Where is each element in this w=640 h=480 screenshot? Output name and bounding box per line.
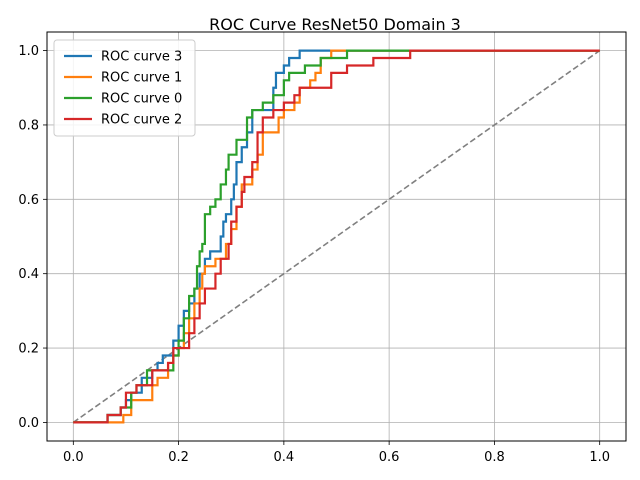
x-tick-label: 0.6 xyxy=(379,450,400,465)
legend-label: ROC curve 0 xyxy=(101,92,182,107)
x-tick-label: 0.8 xyxy=(484,450,505,465)
x-tick-label: 0.2 xyxy=(168,450,189,465)
legend-box xyxy=(53,39,196,137)
y-tick-label: 1.0 xyxy=(18,44,39,59)
y-tick-label: 0.0 xyxy=(18,416,39,431)
plot-frame xyxy=(46,31,627,442)
y-tick-label: 0.2 xyxy=(18,342,39,357)
series-layer xyxy=(73,49,600,424)
y-tick-label: 0.4 xyxy=(18,267,39,282)
x-tick-label: 1.0 xyxy=(589,450,610,465)
legend: ROC curve 3 ROC curve 1 ROC curve 0 ROC cur… xyxy=(53,39,196,137)
roc-series-line-0 xyxy=(73,49,600,424)
y-tick-label: 0.8 xyxy=(18,118,39,133)
legend-label: ROC curve 2 xyxy=(101,113,182,128)
roc-series-line-3 xyxy=(73,49,600,424)
tick-layer: 0.0 0.2 0.4 0.6 0.8 1.0 0.0 0.2 0.4 0.6 0.8 1.0 xyxy=(18,44,610,465)
x-tick-label: 0.4 xyxy=(274,450,295,465)
legend-label: ROC curve 3 xyxy=(101,50,182,65)
legend-label: ROC curve 1 xyxy=(101,71,182,86)
x-tick-label: 0.0 xyxy=(63,450,84,465)
chart-title: ROC Curve ResNet50 Domain 3 xyxy=(209,15,461,34)
roc-series-line-2 xyxy=(73,49,600,424)
y-tick-label: 0.6 xyxy=(18,193,39,208)
